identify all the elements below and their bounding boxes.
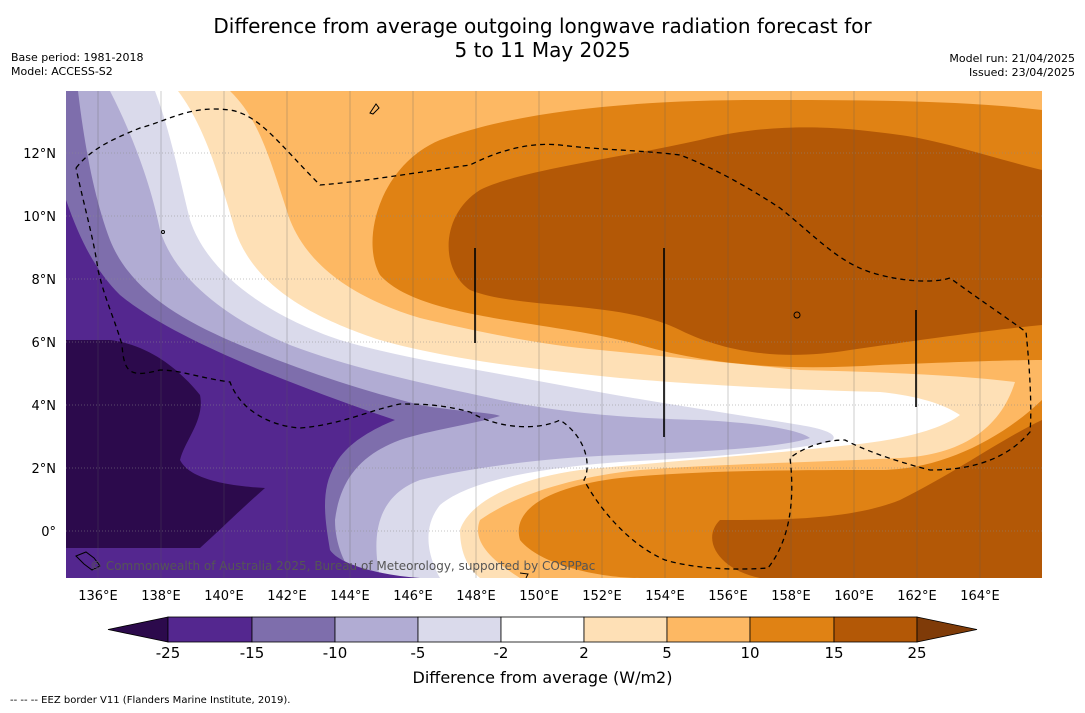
base-period: Base period: 1981-2018 <box>11 51 144 64</box>
lat-label: 8°N <box>32 273 57 288</box>
colorbar-tick: -10 <box>323 644 348 662</box>
lon-label: 152°E <box>582 589 622 604</box>
lat-grid <box>66 152 1042 532</box>
lon-label: 146°E <box>393 589 433 604</box>
colorbar-tick: -15 <box>240 644 265 662</box>
model-run: Model run: 21/04/2025 <box>949 52 1075 65</box>
colorbar-tick: 5 <box>662 644 672 662</box>
colorbar-segment <box>749 616 835 643</box>
colorbar-tick: 2 <box>579 644 589 662</box>
colorbar-segment <box>583 616 668 643</box>
colorbar-segment <box>666 616 751 643</box>
colorbar-cap-low <box>107 616 169 643</box>
colorbar-ticks: -25 -15 -10 -5 -2 2 5 10 15 25 <box>156 644 927 662</box>
lon-label: 140°E <box>204 589 244 604</box>
station-markers <box>474 248 917 437</box>
colorbar-tick: 15 <box>824 644 843 662</box>
title-line-1: Difference from average outgoing longwav… <box>213 14 872 38</box>
colorbar-cap-high <box>916 616 978 643</box>
lon-label: 164°E <box>960 589 1000 604</box>
eez-border <box>75 108 1032 570</box>
lon-label: 158°E <box>771 589 811 604</box>
chart-title: Difference from average outgoing longwav… <box>140 14 945 62</box>
meta-right: Model run: 21/04/2025 Issued: 23/04/2025 <box>949 52 1075 80</box>
colorbar-label: Difference from average (W/m2) <box>412 668 673 687</box>
lon-label: 148°E <box>456 589 496 604</box>
olr-anomaly-field: © Commonwealth of Australia 2025, Bureau… <box>66 91 1042 578</box>
colorbar-tick: -2 <box>494 644 509 662</box>
colorbar-segment <box>334 616 419 643</box>
lon-label: 144°E <box>330 589 370 604</box>
copyright-text: © Commonwealth of Australia 2025, Bureau… <box>90 559 595 573</box>
colorbar-tick: 10 <box>740 644 759 662</box>
lon-label: 142°E <box>267 589 307 604</box>
lat-label: 0° <box>41 525 56 540</box>
lon-label: 162°E <box>897 589 937 604</box>
lon-label: 136°E <box>78 589 118 604</box>
issued-date: Issued: 23/04/2025 <box>968 66 1075 79</box>
band-below-minus25 <box>66 340 265 548</box>
islands <box>75 103 801 578</box>
eez-footnote: -- -- -- EEZ border V11 (Flanders Marine… <box>10 695 291 706</box>
title-line-2: 5 to 11 May 2025 <box>454 38 631 62</box>
lat-label: 4°N <box>32 399 57 414</box>
lon-label: 150°E <box>519 589 559 604</box>
lat-label: 2°N <box>32 462 57 477</box>
lat-labels: 12°N 10°N 8°N 6°N 4°N 2°N 0° <box>23 147 56 540</box>
colorbar <box>107 616 978 643</box>
colorbar-segment <box>833 616 918 643</box>
lat-label: 6°N <box>32 336 57 351</box>
colorbar-tick: -25 <box>156 644 181 662</box>
lat-label: 12°N <box>23 147 56 162</box>
model-name: Model: ACCESS-S2 <box>11 65 113 78</box>
colorbar-segment <box>251 616 336 643</box>
lon-label: 156°E <box>708 589 748 604</box>
colorbar-segment <box>417 616 502 643</box>
lat-label: 10°N <box>23 210 56 225</box>
lon-label: 138°E <box>141 589 181 604</box>
lon-grid <box>97 91 981 578</box>
lon-label: 160°E <box>834 589 874 604</box>
lon-labels: 136°E 138°E 140°E 142°E 144°E 146°E 148°… <box>78 589 1000 604</box>
colorbar-tick: -5 <box>411 644 426 662</box>
colorbar-segment <box>500 616 585 643</box>
colorbar-tick: 25 <box>907 644 926 662</box>
lon-label: 154°E <box>645 589 685 604</box>
meta-left: Base period: 1981-2018 Model: ACCESS-S2 <box>11 51 143 79</box>
colorbar-segment <box>167 616 253 643</box>
